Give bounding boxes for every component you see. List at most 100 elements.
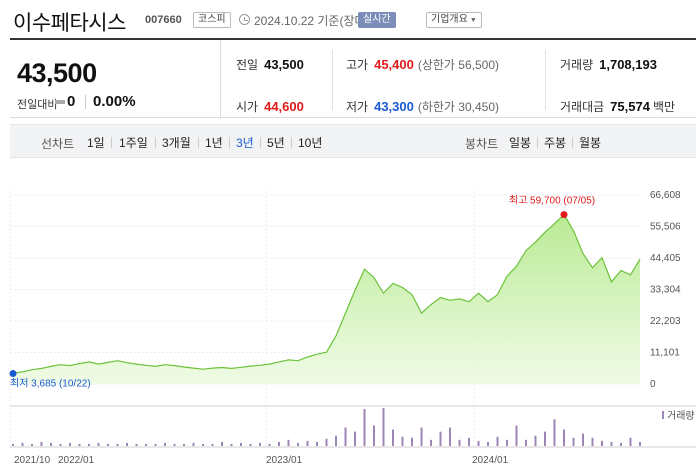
- volume-bar: [154, 443, 157, 446]
- x-tick-label: 2021/10: [14, 455, 51, 466]
- divider: [332, 50, 333, 110]
- y-tick-label: 33,304: [650, 285, 681, 296]
- volume-bar: [439, 431, 442, 446]
- period-1y[interactable]: 1년: [205, 136, 223, 150]
- volume-bar: [145, 443, 147, 446]
- price-chart[interactable]: 66,608 55,506 44,405 33,304 22,203 11,101 0 최고…: [0, 158, 700, 475]
- volume-bar: [496, 436, 499, 446]
- candle-daily[interactable]: 일봉: [509, 136, 532, 150]
- divider: [85, 95, 86, 109]
- low-value: 43,300: [374, 99, 414, 114]
- line-chart-label: 선차트: [41, 137, 75, 151]
- volume-bar: [610, 441, 613, 446]
- volume-bar: [12, 443, 14, 446]
- volume-bars: [12, 408, 641, 446]
- y-axis: 66,608 55,506 44,405 33,304 22,203 11,101 0: [650, 190, 681, 390]
- open-label: 시가: [236, 100, 259, 114]
- period-10y[interactable]: 10년: [298, 136, 323, 150]
- divider: [198, 137, 199, 148]
- volume-bar: [97, 442, 100, 446]
- candle-weekly[interactable]: 주봉: [544, 136, 567, 150]
- y-tick-label: 22,203: [650, 316, 681, 327]
- period-3m[interactable]: 3개월: [162, 136, 191, 150]
- volume-bar: [287, 439, 290, 446]
- open-value: 44,600: [264, 99, 304, 114]
- period-1d[interactable]: 1일: [87, 136, 105, 150]
- volume-bar: [183, 443, 185, 446]
- volume-bar: [572, 437, 575, 446]
- volume-bar: [268, 443, 271, 446]
- high-value: 45,400: [374, 57, 414, 72]
- chart-toolbar: 선차트 1일 1주일 3개월 1년 3년 5년 10년 봉차트 일봉 주봉 월봉: [10, 124, 696, 158]
- period-3y[interactable]: 3년: [236, 136, 254, 150]
- divider: [260, 137, 261, 148]
- volume-bar: [563, 429, 565, 446]
- volume-bar: [221, 441, 223, 446]
- volume-bar: [392, 429, 394, 446]
- volume-bar: [335, 435, 337, 446]
- volume-bar: [240, 442, 242, 446]
- prev-close-value: 43,500: [264, 57, 304, 72]
- volume-legend: 거래량: [667, 410, 695, 422]
- amount-unit: 백만: [652, 100, 676, 114]
- volume-bar: [107, 443, 109, 446]
- divider: [229, 137, 230, 148]
- volume-bar: [430, 439, 432, 446]
- lower-limit: (하한가 30,450): [417, 100, 500, 114]
- divider: [545, 50, 546, 110]
- low-label: 저가: [346, 100, 369, 114]
- chevron-down-icon: ▼: [469, 17, 477, 24]
- no-change-icon: [55, 100, 65, 104]
- volume-bar: [21, 442, 24, 446]
- amount-stat: 거래대금 75,574 백만: [560, 98, 675, 115]
- volume-bar: [173, 443, 176, 446]
- price-summary: 43,500 전일대비 0 0.00% 전일 43,500 시가 44,600 고가…: [10, 38, 696, 118]
- x-tick-label: 2022/01: [58, 455, 95, 466]
- volume-bar: [534, 435, 537, 446]
- volume-bar: [249, 443, 252, 446]
- volume-bar: [468, 437, 470, 446]
- volume-bar: [458, 439, 461, 446]
- volume-bar: [344, 427, 347, 446]
- divider: [291, 137, 292, 148]
- volume-bar: [487, 441, 489, 446]
- volume-bar: [553, 419, 556, 446]
- volume-label: 거래량: [560, 58, 594, 72]
- company-overview-dropdown[interactable]: 기업개요 ▼: [426, 12, 482, 28]
- volume-bar: [211, 443, 214, 446]
- upper-limit: (상한가 56,500): [417, 58, 500, 72]
- period-1w[interactable]: 1주일: [119, 136, 148, 150]
- low-stat: 저가 43,300 (하한가 30,450): [346, 98, 499, 115]
- divider: [111, 137, 112, 148]
- volume-bar: [316, 441, 318, 446]
- period-5y[interactable]: 5년: [267, 136, 285, 150]
- stock-name: 이수페타시스: [13, 12, 126, 35]
- y-tick-label: 66,608: [650, 190, 681, 201]
- open-stat: 시가 44,600: [236, 98, 304, 115]
- current-price: 43,500: [17, 58, 97, 88]
- low-marker: [9, 370, 17, 378]
- volume-bar: [202, 443, 204, 446]
- price-line: [12, 213, 641, 375]
- volume-bar: [411, 437, 413, 446]
- candle-chart-label: 봉차트: [465, 137, 499, 151]
- candle-monthly[interactable]: 월봉: [579, 136, 602, 150]
- amount-label: 거래대금: [560, 100, 605, 114]
- divider: [572, 137, 573, 148]
- volume-bar: [639, 441, 641, 446]
- low-annotation: 최저 3,685 (10/22): [10, 378, 91, 390]
- volume-bar: [629, 437, 632, 446]
- change-label: 전일대비: [17, 99, 58, 111]
- volume-legend-swatch: [662, 411, 664, 419]
- realtime-button[interactable]: 실시간: [358, 12, 396, 28]
- volume-bar: [620, 442, 622, 446]
- company-overview-label: 기업개요: [431, 14, 468, 25]
- high-label: 고가: [346, 58, 369, 72]
- volume-bar: [59, 443, 62, 446]
- volume-bar: [582, 433, 584, 446]
- reference-date: 2024.10.22 기준(장마감): [254, 14, 381, 28]
- volume-bar: [306, 440, 309, 446]
- volume-bar: [525, 439, 527, 446]
- volume-bar: [164, 442, 166, 446]
- amount-value: 75,574: [610, 99, 650, 114]
